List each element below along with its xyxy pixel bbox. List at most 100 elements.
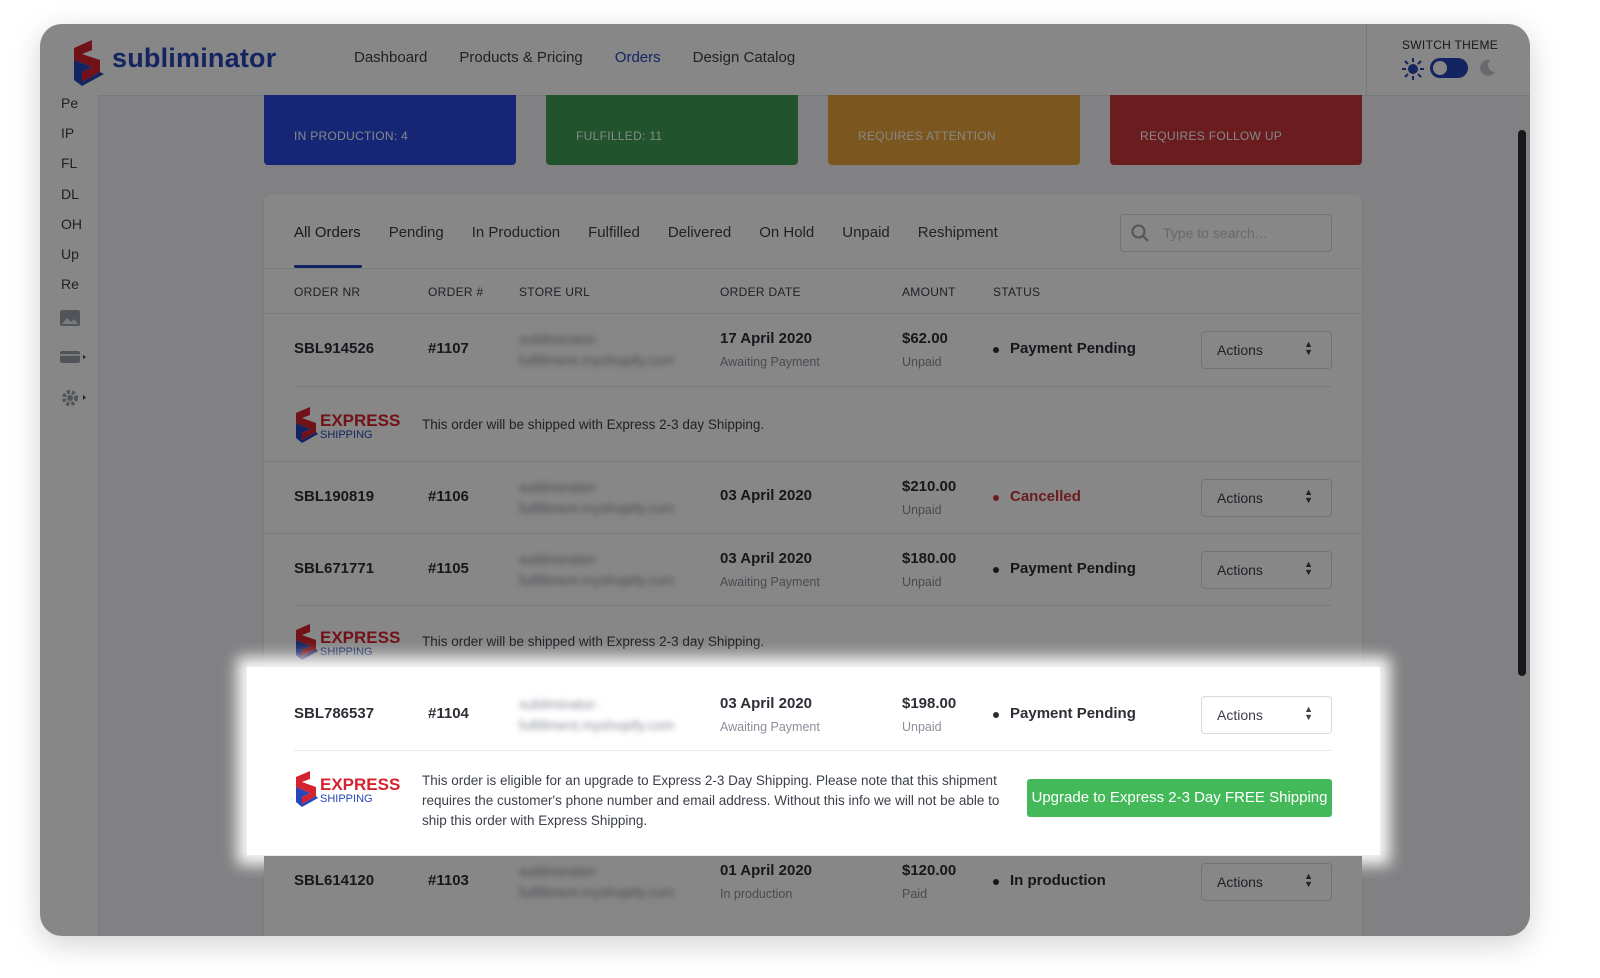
express-shipping-logo-icon: EXPRESS SHIPPING <box>296 624 400 660</box>
divider <box>264 533 1362 534</box>
search-placeholder: Type to search... <box>1163 225 1267 241</box>
order-nr[interactable]: SBL671771 <box>294 560 375 577</box>
tab-delivered[interactable]: Delivered <box>667 224 732 241</box>
nav-dashboard[interactable]: Dashboard <box>354 49 428 66</box>
col-status: STATUS <box>993 285 1041 299</box>
nav-orders[interactable]: Orders <box>614 49 661 66</box>
actions-dropdown[interactable]: Actions ▲ ▼ <box>1201 551 1332 589</box>
tab-unpaid[interactable]: Unpaid <box>842 224 890 241</box>
sidebar-item-dl[interactable]: DL <box>61 186 79 202</box>
status-dot <box>993 567 999 573</box>
order-amount: $198.00 <box>902 695 957 712</box>
actions-dropdown[interactable]: Actions ▲ ▼ <box>1201 696 1332 734</box>
tab-on-hold[interactable]: On Hold <box>759 224 815 241</box>
status-badge: Payment Pending <box>1010 340 1136 357</box>
brand-logo[interactable]: subliminator <box>70 38 310 86</box>
tab-reshipment[interactable]: Reshipment <box>917 224 998 241</box>
sidebar-item-pe[interactable]: Pe <box>61 95 79 111</box>
status-dot <box>993 347 999 353</box>
col-order-nr: ORDER NR <box>294 285 361 299</box>
status-dot <box>993 495 999 501</box>
sidebar-item-up[interactable]: Up <box>61 246 79 262</box>
nav-design-catalog[interactable]: Design Catalog <box>692 49 796 66</box>
divider <box>264 268 1362 269</box>
svg-text:EXPRESS: EXPRESS <box>320 411 400 430</box>
sidebar-item-ip[interactable]: IP <box>61 125 75 141</box>
table-row: SBL190819 #1106 subliminator- fulfillmen… <box>264 462 1362 533</box>
theme-switcher: SWITCH THEME <box>1366 24 1530 95</box>
card-requires-follow-up[interactable]: REQUIRES FOLLOW UP <box>1110 95 1362 165</box>
order-amount-sub: Paid <box>902 887 928 901</box>
svg-text:SHIPPING: SHIPPING <box>320 429 373 441</box>
col-order-date: ORDER DATE <box>720 285 801 299</box>
order-num: #1103 <box>428 872 469 889</box>
store-url-line1: subliminator- <box>519 479 600 495</box>
express-note: This order will be shipped with Express … <box>422 634 765 649</box>
sun-icon[interactable] <box>1402 58 1424 80</box>
image-icon[interactable] <box>60 310 80 326</box>
order-date-sub: Awaiting Payment <box>720 355 820 369</box>
chevron-up-down-icon: ▲ ▼ <box>1304 871 1313 889</box>
store-url-line1: subliminator- <box>519 863 600 879</box>
brand-name: subliminator <box>112 43 277 73</box>
card-in-production[interactable]: IN PRODUCTION: 4 <box>264 95 516 165</box>
express-note-row: EXPRESS SHIPPING This order will be ship… <box>264 387 1362 461</box>
chevron-up-down-icon: ▲ ▼ <box>1304 704 1313 722</box>
order-amount-sub: Unpaid <box>902 720 942 734</box>
main-nav: Dashboard Products & Pricing Orders Desi… <box>354 49 795 66</box>
tab-in-production[interactable]: In Production <box>471 224 561 241</box>
sidebar: Pe IP FL DL OH Up Re <box>40 95 99 936</box>
order-nr[interactable]: SBL614120 <box>294 872 375 889</box>
upgrade-message: This order is eligible for an upgrade to… <box>422 771 999 831</box>
status-badge: Cancelled <box>1010 488 1081 505</box>
order-nr[interactable]: SBL914526 <box>294 340 375 357</box>
card-menu-icon[interactable] <box>60 351 88 363</box>
store-url-line2: fulfillment.myshopify.com <box>519 500 675 516</box>
sidebar-item-fl[interactable]: FL <box>61 155 78 171</box>
actions-dropdown[interactable]: Actions ▲ ▼ <box>1201 479 1332 517</box>
actions-dropdown[interactable]: Actions ▲ ▼ <box>1201 863 1332 901</box>
tab-fulfilled[interactable]: Fulfilled <box>588 224 640 241</box>
card-label: IN PRODUCTION: 4 <box>294 129 409 143</box>
nav-products-pricing[interactable]: Products & Pricing <box>459 49 583 66</box>
status-dot <box>993 879 999 885</box>
search-field[interactable]: Type to search... <box>1120 214 1332 252</box>
sidebar-item-re[interactable]: Re <box>61 276 79 292</box>
table-row: SBL914526 #1107 subliminator- fulfillmen… <box>264 314 1362 386</box>
actions-dropdown[interactable]: Actions ▲ ▼ <box>1201 331 1332 369</box>
order-num: #1104 <box>428 705 469 722</box>
order-date-sub: In production <box>720 887 793 901</box>
col-store-url: STORE URL <box>519 285 591 299</box>
upgrade-express-button[interactable]: Upgrade to Express 2-3 Day FREE Shipping <box>1027 779 1332 817</box>
order-nr[interactable]: SBL786537 <box>294 705 375 722</box>
order-amount: $210.00 <box>902 478 957 495</box>
divider <box>294 750 1332 751</box>
theme-toggle[interactable] <box>1430 58 1468 78</box>
scrollbar[interactable] <box>1518 130 1526 676</box>
moon-icon[interactable] <box>1477 58 1497 78</box>
card-requires-attention[interactable]: REQUIRES ATTENTION <box>828 95 1080 165</box>
tab-all-orders[interactable]: All Orders <box>294 224 361 241</box>
svg-text:SHIPPING: SHIPPING <box>320 646 373 658</box>
search-icon <box>1131 224 1149 242</box>
order-amount: $120.00 <box>902 862 957 879</box>
order-amount-sub: Unpaid <box>902 355 942 369</box>
order-amount: $180.00 <box>902 550 957 567</box>
card-fulfilled[interactable]: FULFILLED: 11 <box>546 95 798 165</box>
gear-icon[interactable] <box>60 388 88 408</box>
table-row: SBL786537 #1104 subliminator- fulfillmen… <box>247 667 1380 751</box>
order-nr[interactable]: SBL190819 <box>294 488 375 505</box>
order-num: #1105 <box>428 560 469 577</box>
store-url-line1: subliminator- <box>519 331 600 347</box>
chevron-up-down-icon: ▲ ▼ <box>1304 559 1313 577</box>
tab-pending[interactable]: Pending <box>388 224 444 241</box>
sidebar-item-oh[interactable]: OH <box>61 216 82 232</box>
order-tabs: All Orders Pending In Production Fulfill… <box>294 224 998 241</box>
order-date-sub: Awaiting Payment <box>720 720 820 734</box>
store-url-line2: fulfillment.myshopify.com <box>519 572 675 588</box>
express-shipping-logo-icon: EXPRESS SHIPPING <box>296 407 400 443</box>
chevron-up-down-icon: ▲ ▼ <box>1304 339 1313 357</box>
order-num: #1107 <box>428 340 469 357</box>
order-date: 03 April 2020 <box>720 695 812 712</box>
divider <box>294 605 1332 606</box>
